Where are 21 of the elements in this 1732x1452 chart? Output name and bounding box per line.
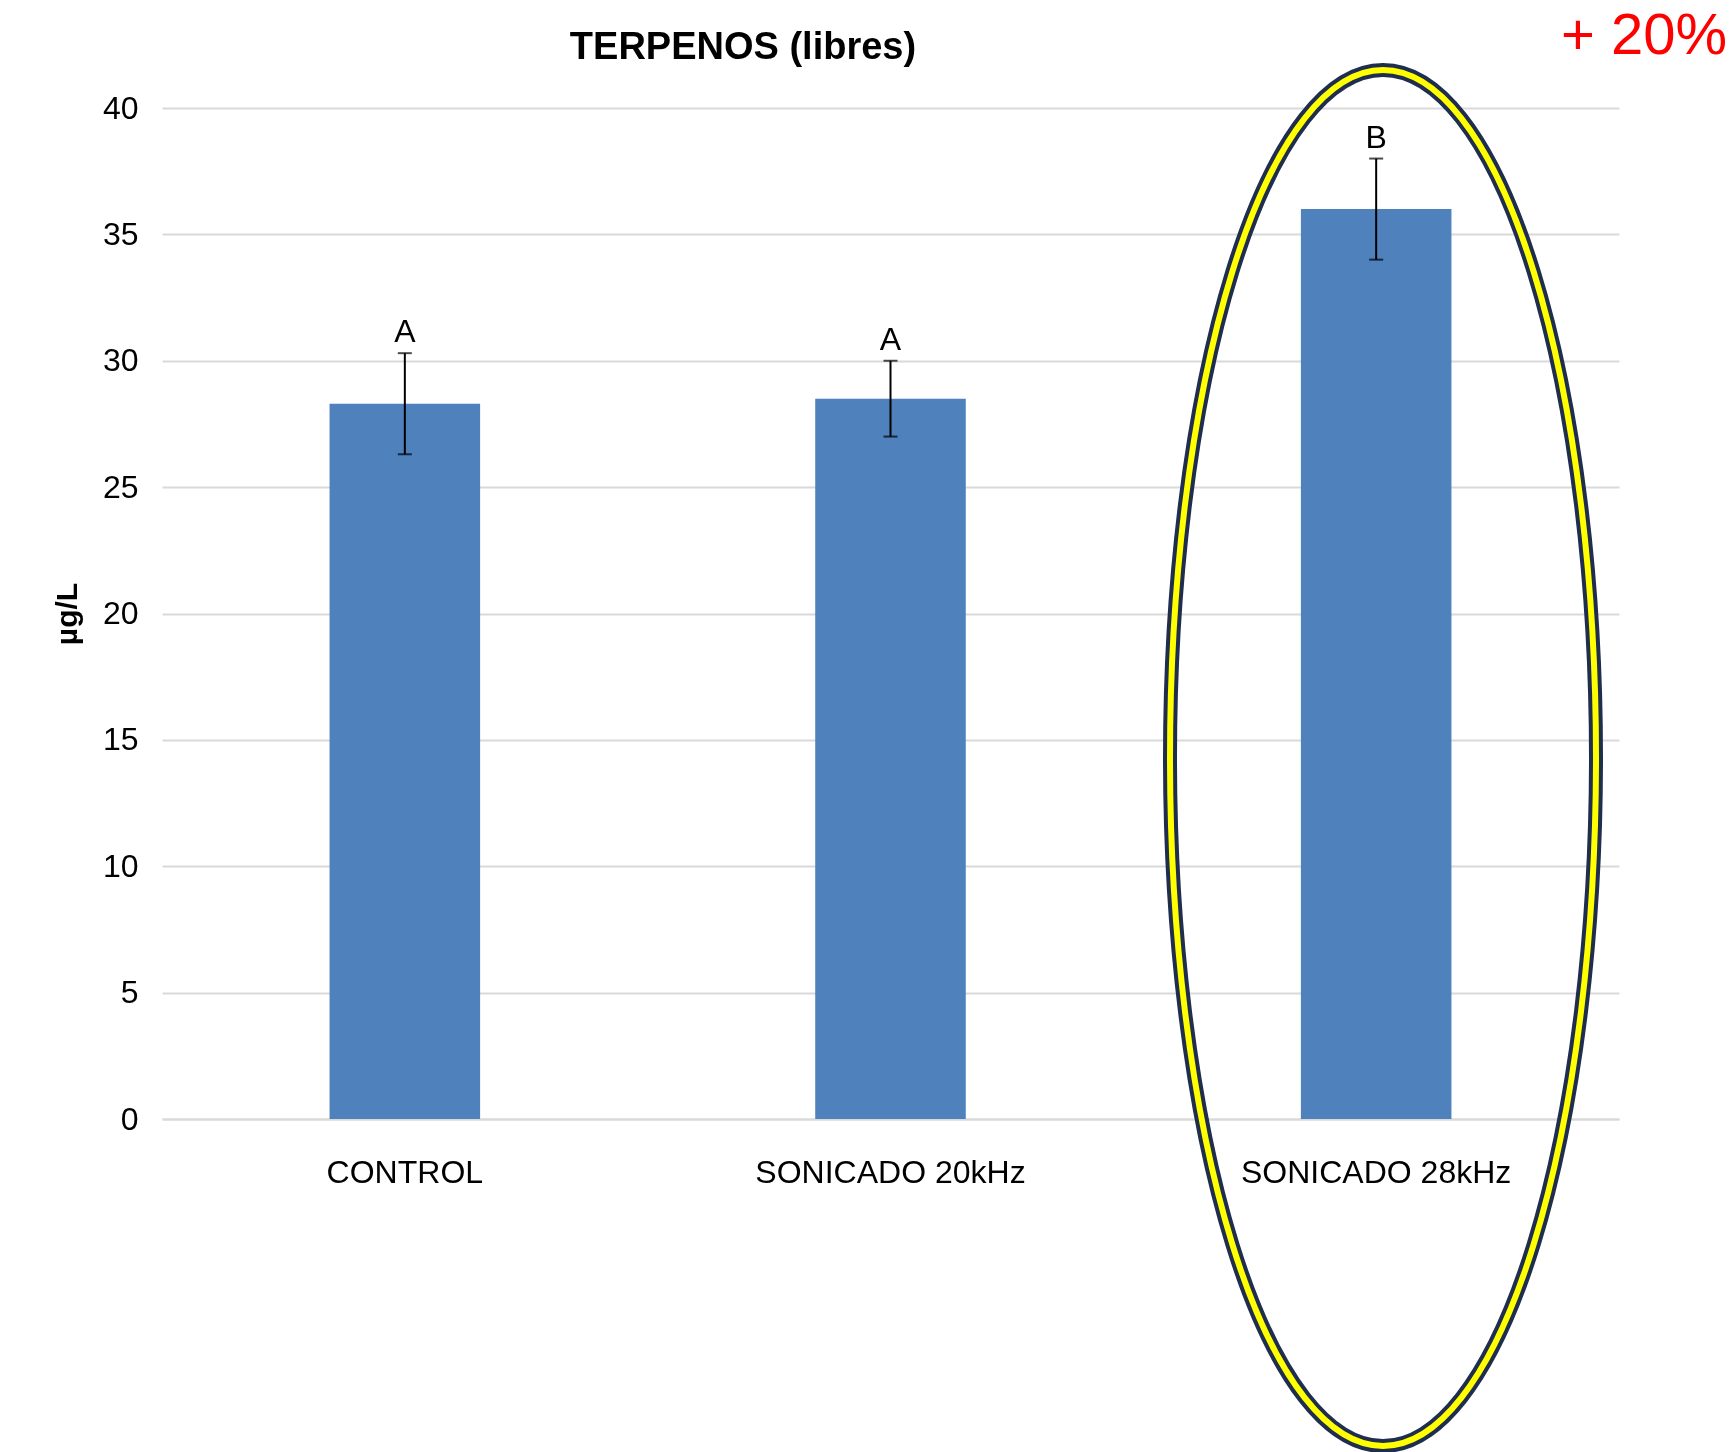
text: + 20% xyxy=(1560,1,1727,66)
bar xyxy=(329,403,481,1119)
y-axis-title: µg/L xyxy=(49,582,83,646)
chart-title: TERPENOS (libres) xyxy=(569,25,917,67)
bar xyxy=(1300,209,1452,1119)
y-tick-label: 15 xyxy=(102,721,139,758)
x-tick-label: SONICADO 28kHz xyxy=(1241,1153,1512,1190)
annotation: B xyxy=(1365,118,1387,155)
bar xyxy=(815,398,966,1119)
y-tick-label: 20 xyxy=(102,595,139,631)
y-tick-label: 0 xyxy=(120,1100,139,1137)
x-tick-label: SONICADO 20kHz xyxy=(755,1153,1026,1190)
y-tick-label: 25 xyxy=(102,468,139,505)
y-tick-label: 40 xyxy=(102,89,139,126)
annotation: A xyxy=(879,320,902,357)
y-tick-label: 35 xyxy=(102,215,139,252)
y-tick-label: 10 xyxy=(102,847,139,884)
y-tick-label: 5 xyxy=(120,974,139,1011)
annotation: A xyxy=(394,313,417,350)
x-tick-label: CONTROL xyxy=(326,1153,484,1190)
y-tick-label: 30 xyxy=(102,342,139,379)
